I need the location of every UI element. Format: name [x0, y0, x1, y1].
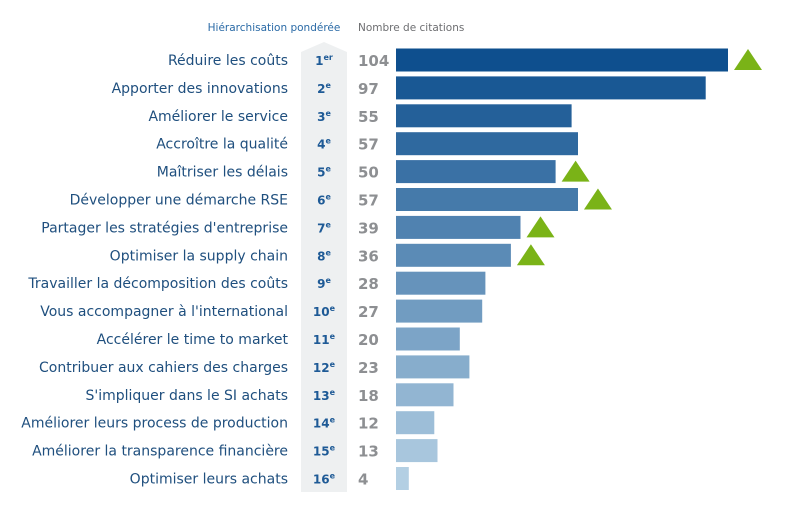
- category-label: Réduire les coûts: [168, 53, 288, 69]
- rank-label: 9e: [317, 276, 331, 291]
- category-label: S'impliquer dans le SI achats: [85, 388, 288, 404]
- value-label: 36: [358, 247, 379, 265]
- value-label: 13: [358, 443, 379, 461]
- rank-label: 14e: [313, 416, 336, 431]
- value-label: 55: [358, 108, 379, 126]
- rank-label: 2e: [317, 81, 331, 96]
- trend-up-icon: [561, 160, 590, 182]
- category-label: Apporter des innovations: [112, 81, 288, 97]
- bar: [396, 439, 438, 463]
- rank-column-band: [301, 42, 347, 492]
- value-label: 20: [358, 331, 379, 349]
- bar: [396, 355, 470, 379]
- rank-column-header: Hiérarchisation pondérée: [208, 22, 341, 34]
- value-label: 50: [358, 164, 379, 182]
- trend-up-icon: [526, 216, 555, 238]
- bar: [396, 411, 435, 435]
- chart-rows: Réduire les coûts 1er 104 Apporter des inno…: [21, 48, 762, 490]
- category-label: Optimiser leurs achats: [130, 472, 288, 488]
- bar: [396, 160, 556, 184]
- rank-label: 3e: [317, 109, 331, 124]
- value-label: 57: [358, 136, 379, 154]
- value-column-header: Nombre de citations: [358, 22, 464, 34]
- bar: [396, 104, 572, 128]
- category-label: Accroître la qualité: [156, 137, 288, 153]
- category-label: Contribuer aux cahiers des charges: [39, 360, 288, 376]
- value-label: 57: [358, 192, 379, 210]
- value-label: 18: [358, 387, 379, 405]
- value-label: 28: [358, 275, 379, 293]
- category-label: Partager les stratégies d'entreprise: [41, 220, 288, 236]
- category-label: Optimiser la supply chain: [110, 248, 288, 264]
- category-label: Travailler la décomposition des coûts: [27, 276, 288, 292]
- category-label: Accélérer le time to market: [97, 332, 289, 348]
- rank-label: 12e: [313, 360, 336, 375]
- bar: [396, 215, 521, 239]
- rank-label: 8e: [317, 248, 331, 263]
- value-label: 27: [358, 303, 379, 321]
- trend-up-icon: [734, 49, 762, 70]
- bar: [396, 383, 454, 407]
- bar: [396, 467, 409, 490]
- bar: [396, 132, 578, 156]
- bar: [396, 188, 578, 211]
- category-label: Développer une démarche RSE: [70, 193, 288, 209]
- rank-label: 16e: [313, 472, 336, 487]
- trend-up-icon: [583, 188, 612, 210]
- value-label: 12: [358, 415, 379, 433]
- rank-label: 1er: [315, 53, 333, 68]
- bar: [396, 243, 511, 267]
- value-label: 4: [358, 471, 368, 489]
- rank-label: 13e: [313, 388, 336, 403]
- value-label: 104: [358, 52, 389, 70]
- category-label: Maîtriser les délais: [157, 165, 288, 181]
- rank-label: 15e: [313, 444, 336, 459]
- rank-label: 11e: [313, 332, 336, 347]
- value-label: 23: [358, 359, 379, 377]
- category-label: Améliorer le service: [148, 109, 288, 125]
- rank-label: 6e: [317, 193, 331, 208]
- rank-label: 10e: [313, 304, 336, 319]
- category-label: Vous accompagner à l'international: [40, 304, 288, 320]
- value-label: 97: [358, 80, 379, 98]
- bar: [396, 327, 460, 351]
- bar: [396, 48, 728, 72]
- trend-up-icon: [516, 244, 545, 266]
- rank-label: 5e: [317, 165, 331, 180]
- bar: [396, 299, 483, 323]
- bar: [396, 76, 706, 100]
- rank-label: 4e: [317, 137, 331, 152]
- category-label: Améliorer la transparence financière: [32, 444, 288, 460]
- rank-label: 7e: [317, 220, 331, 235]
- value-label: 39: [358, 219, 379, 237]
- category-label: Améliorer leurs process de production: [21, 416, 288, 432]
- bar: [396, 271, 486, 295]
